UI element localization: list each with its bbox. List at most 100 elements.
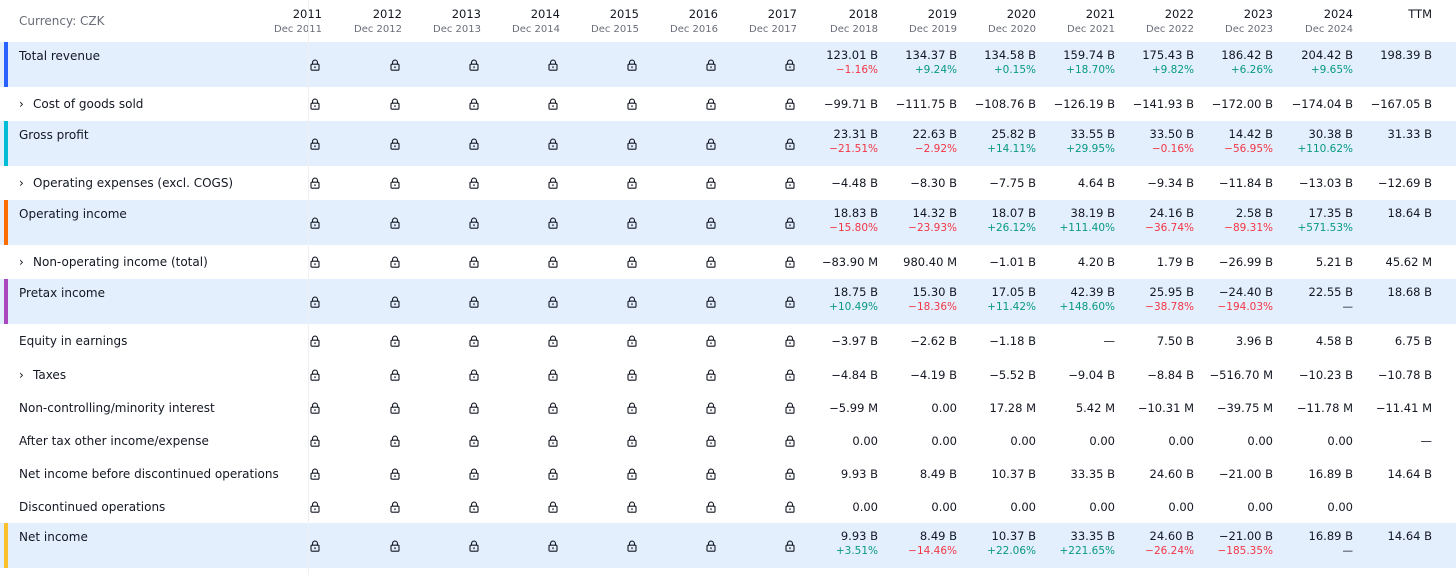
- lock-icon[interactable]: [469, 501, 479, 513]
- lock-icon[interactable]: [706, 296, 716, 308]
- lock-icon[interactable]: [548, 369, 558, 381]
- lock-icon[interactable]: [627, 501, 637, 513]
- lock-icon[interactable]: [469, 435, 479, 447]
- lock-icon[interactable]: [310, 177, 320, 189]
- lock-icon[interactable]: [469, 138, 479, 150]
- lock-icon[interactable]: [469, 540, 479, 552]
- row-label[interactable]: › Cost of goods sold: [19, 97, 143, 111]
- lock-icon[interactable]: [627, 138, 637, 150]
- lock-icon[interactable]: [390, 540, 400, 552]
- lock-icon[interactable]: [785, 335, 795, 347]
- lock-icon[interactable]: [627, 468, 637, 480]
- lock-icon[interactable]: [627, 435, 637, 447]
- lock-icon[interactable]: [390, 335, 400, 347]
- lock-icon[interactable]: [785, 501, 795, 513]
- row-label[interactable]: › Operating expenses (excl. COGS): [19, 176, 233, 190]
- lock-icon[interactable]: [310, 296, 320, 308]
- lock-icon[interactable]: [785, 138, 795, 150]
- lock-icon[interactable]: [627, 540, 637, 552]
- lock-icon[interactable]: [310, 468, 320, 480]
- lock-icon[interactable]: [310, 98, 320, 110]
- lock-icon[interactable]: [310, 59, 320, 71]
- lock-icon[interactable]: [390, 138, 400, 150]
- lock-icon[interactable]: [310, 501, 320, 513]
- lock-icon[interactable]: [310, 435, 320, 447]
- lock-icon[interactable]: [548, 59, 558, 71]
- lock-icon[interactable]: [310, 256, 320, 268]
- lock-icon[interactable]: [469, 468, 479, 480]
- row-label[interactable]: › Taxes: [19, 368, 66, 382]
- lock-icon[interactable]: [390, 98, 400, 110]
- table-row-taxes[interactable]: › Taxes −4.84 B −4.19 B −5.52 B −9.04 B −8.84 …: [0, 358, 1456, 391]
- lock-icon[interactable]: [627, 59, 637, 71]
- lock-icon[interactable]: [706, 335, 716, 347]
- lock-icon[interactable]: [469, 98, 479, 110]
- lock-icon[interactable]: [785, 217, 795, 229]
- lock-icon[interactable]: [627, 217, 637, 229]
- chevron-right-icon[interactable]: ›: [19, 176, 24, 190]
- lock-icon[interactable]: [706, 435, 716, 447]
- lock-icon[interactable]: [469, 256, 479, 268]
- lock-icon[interactable]: [706, 402, 716, 414]
- lock-icon[interactable]: [548, 256, 558, 268]
- lock-icon[interactable]: [785, 256, 795, 268]
- chevron-right-icon[interactable]: ›: [19, 255, 24, 269]
- lock-icon[interactable]: [310, 217, 320, 229]
- lock-icon[interactable]: [627, 369, 637, 381]
- lock-icon[interactable]: [785, 177, 795, 189]
- lock-icon[interactable]: [390, 369, 400, 381]
- lock-icon[interactable]: [785, 435, 795, 447]
- lock-icon[interactable]: [310, 335, 320, 347]
- chevron-right-icon[interactable]: ›: [19, 368, 24, 382]
- lock-icon[interactable]: [706, 540, 716, 552]
- lock-icon[interactable]: [785, 402, 795, 414]
- chevron-right-icon[interactable]: ›: [19, 97, 24, 111]
- lock-icon[interactable]: [390, 256, 400, 268]
- lock-icon[interactable]: [548, 501, 558, 513]
- lock-icon[interactable]: [706, 59, 716, 71]
- lock-icon[interactable]: [390, 217, 400, 229]
- lock-icon[interactable]: [548, 335, 558, 347]
- lock-icon[interactable]: [706, 177, 716, 189]
- lock-icon[interactable]: [627, 177, 637, 189]
- lock-icon[interactable]: [785, 98, 795, 110]
- lock-icon[interactable]: [469, 335, 479, 347]
- lock-icon[interactable]: [548, 435, 558, 447]
- lock-icon[interactable]: [706, 98, 716, 110]
- lock-icon[interactable]: [469, 177, 479, 189]
- lock-icon[interactable]: [785, 59, 795, 71]
- lock-icon[interactable]: [627, 296, 637, 308]
- table-row-operating-expenses-excl-cogs[interactable]: › Operating expenses (excl. COGS) −4.48 B −…: [0, 166, 1456, 200]
- lock-icon[interactable]: [469, 369, 479, 381]
- lock-icon[interactable]: [706, 256, 716, 268]
- row-label[interactable]: › Non-operating income (total): [19, 255, 208, 269]
- lock-icon[interactable]: [310, 402, 320, 414]
- lock-icon[interactable]: [627, 98, 637, 110]
- lock-icon[interactable]: [390, 468, 400, 480]
- table-row-cost-of-goods-sold[interactable]: › Cost of goods sold −99.71 B −111.75 B −108…: [0, 87, 1456, 121]
- lock-icon[interactable]: [469, 217, 479, 229]
- lock-icon[interactable]: [785, 540, 795, 552]
- lock-icon[interactable]: [785, 369, 795, 381]
- lock-icon[interactable]: [390, 177, 400, 189]
- lock-icon[interactable]: [469, 296, 479, 308]
- lock-icon[interactable]: [390, 296, 400, 308]
- lock-icon[interactable]: [390, 501, 400, 513]
- lock-icon[interactable]: [548, 98, 558, 110]
- lock-icon[interactable]: [627, 256, 637, 268]
- lock-icon[interactable]: [548, 138, 558, 150]
- lock-icon[interactable]: [310, 369, 320, 381]
- lock-icon[interactable]: [706, 138, 716, 150]
- lock-icon[interactable]: [785, 468, 795, 480]
- lock-icon[interactable]: [548, 177, 558, 189]
- lock-icon[interactable]: [548, 540, 558, 552]
- lock-icon[interactable]: [548, 217, 558, 229]
- lock-icon[interactable]: [310, 540, 320, 552]
- lock-icon[interactable]: [469, 59, 479, 71]
- lock-icon[interactable]: [548, 468, 558, 480]
- lock-icon[interactable]: [627, 402, 637, 414]
- lock-icon[interactable]: [706, 468, 716, 480]
- lock-icon[interactable]: [390, 435, 400, 447]
- lock-icon[interactable]: [627, 335, 637, 347]
- lock-icon[interactable]: [390, 402, 400, 414]
